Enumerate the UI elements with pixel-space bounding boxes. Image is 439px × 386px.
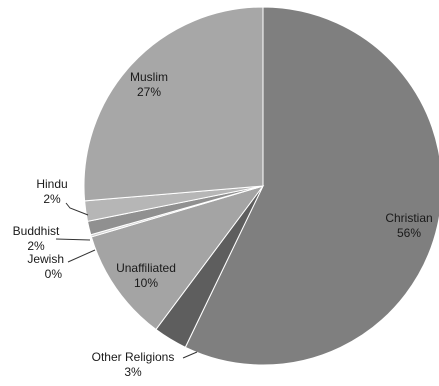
- slice-percent-jewish: 0%: [45, 267, 63, 281]
- slice-percent-other-religions: 3%: [124, 365, 142, 379]
- slice-label-muslim: Muslim: [130, 70, 168, 84]
- slice-percent-christian: 56%: [397, 226, 421, 240]
- pie-slice-unaffiliated: [90, 185, 265, 331]
- slice-label-hindu: Hindu: [36, 177, 67, 191]
- leader-line-hindu: [65, 202, 89, 216]
- slice-percent-hindu: 2%: [43, 192, 61, 206]
- leader-line-buddhist: [55, 238, 91, 241]
- slice-label-unaffiliated: Unaffiliated: [116, 261, 176, 275]
- slice-label-other-religions: Other Religions: [92, 350, 175, 364]
- slice-percent-buddhist: 2%: [27, 239, 45, 253]
- slice-label-jewish: Jewish: [27, 252, 64, 266]
- slice-percent-unaffiliated: 10%: [134, 276, 158, 290]
- pie-slice-christian: [184, 6, 439, 366]
- leader-line-jewish: [67, 249, 96, 263]
- slice-label-buddhist: Buddhist: [13, 224, 60, 238]
- slice-percent-muslim: 27%: [137, 85, 161, 99]
- slice-label-christian: Christian: [385, 211, 432, 225]
- pie-slice-muslim: [83, 6, 264, 202]
- leader-line-other-religions: [182, 351, 198, 359]
